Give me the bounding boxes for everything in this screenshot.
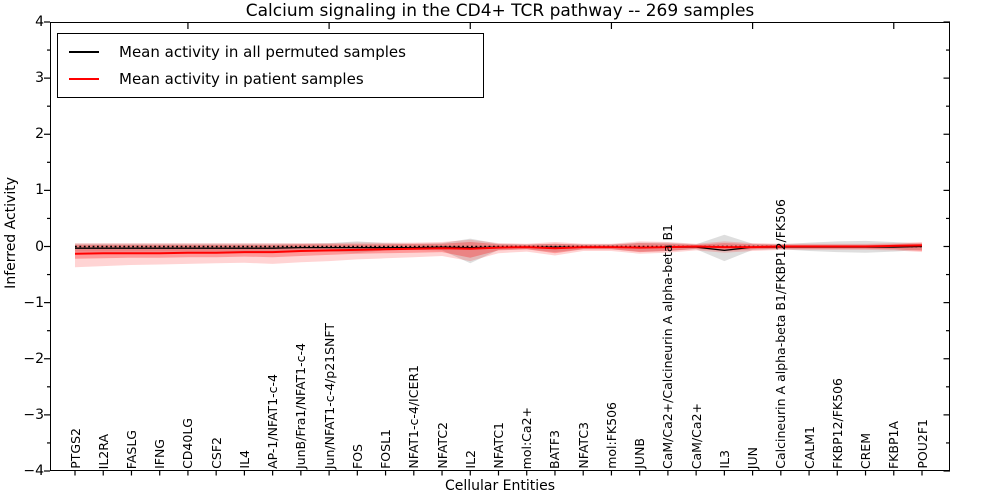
x-tick-label: PTGS2 xyxy=(67,428,83,469)
y-tick-label: 2 xyxy=(35,126,44,143)
y-tick-label: 1 xyxy=(35,182,44,199)
chart-title: Calcium signaling in the CD4+ TCR pathwa… xyxy=(245,1,755,21)
y-tick-label: 4 xyxy=(35,14,44,30)
legend-row-patient: Mean activity in patient samples xyxy=(69,70,483,88)
x-tick-label: JUNB xyxy=(632,438,648,469)
x-tick-label: Calcineurin A alpha-beta B1/FKBP12/FK506 xyxy=(773,199,789,469)
x-axis-label: Cellular Entities xyxy=(444,478,556,494)
y-tick-label: −1 xyxy=(23,294,44,311)
legend-row-permuted: Mean activity in all permuted samples xyxy=(69,43,483,61)
legend: Mean activity in all permuted samples Me… xyxy=(57,33,484,98)
x-tick-label: NFATC3 xyxy=(575,422,591,469)
x-tick-label: CD40LG xyxy=(180,418,196,469)
legend-label-permuted: Mean activity in all permuted samples xyxy=(119,43,406,61)
x-tick-label: JUN xyxy=(745,446,761,469)
x-tick-label: NFATC2 xyxy=(434,422,450,469)
permuted-std-band xyxy=(75,234,922,264)
y-tick-label: 3 xyxy=(35,70,44,87)
x-tick-label: JunB/Fra1/NFAT1-c-4 xyxy=(293,343,309,469)
x-tick-label: POU2F1 xyxy=(914,419,930,469)
y-tick-label: −4 xyxy=(23,463,44,479)
x-tick-label: IFNG xyxy=(152,439,168,469)
x-tick-label: NFAT1-c-4/ICER1 xyxy=(406,365,422,469)
x-tick-label: CREM xyxy=(858,432,874,469)
x-tick-label: FOSL1 xyxy=(378,429,394,469)
patient-line-swatch xyxy=(69,78,99,80)
x-tick-label: IL2RA xyxy=(95,433,111,469)
x-tick-label: IL2 xyxy=(462,450,478,469)
x-tick-label: mol:FK506 xyxy=(603,402,619,469)
x-tick-label: FKBP12/FK506 xyxy=(829,378,845,469)
x-tick-label: IL4 xyxy=(236,450,252,469)
patient-mean-line xyxy=(74,244,923,255)
x-tick-label: AP-1/NFAT1-c-4 xyxy=(265,374,281,469)
y-tick-label: −2 xyxy=(23,350,44,367)
x-tick-label: FASLG xyxy=(123,429,139,469)
x-tick-label: NFATC1 xyxy=(491,422,506,469)
x-tick-label: mol:Ca2+ xyxy=(519,406,535,469)
x-tick-label: CALM1 xyxy=(801,426,817,469)
legend-label-patient: Mean activity in patient samples xyxy=(119,70,364,88)
y-tick-label: −3 xyxy=(23,406,44,423)
x-tick-label: IL3 xyxy=(716,450,732,469)
x-tick-label: FKBP1A xyxy=(886,420,902,469)
x-tick-label: CaM/Ca2+ xyxy=(688,402,704,469)
x-tick-label: CaM/Ca2+/Calcineurin A alpha-beta B1 xyxy=(660,223,676,469)
x-tick-label: FOS xyxy=(349,444,365,469)
x-tick-label: CSF2 xyxy=(208,437,224,469)
x-tick-label: BATF3 xyxy=(547,430,563,469)
permuted-line-swatch xyxy=(69,51,99,53)
y-tick-label: 0 xyxy=(35,238,44,255)
x-tick-label: Jun/NFAT1-c-4/p21SNFT xyxy=(321,322,337,469)
